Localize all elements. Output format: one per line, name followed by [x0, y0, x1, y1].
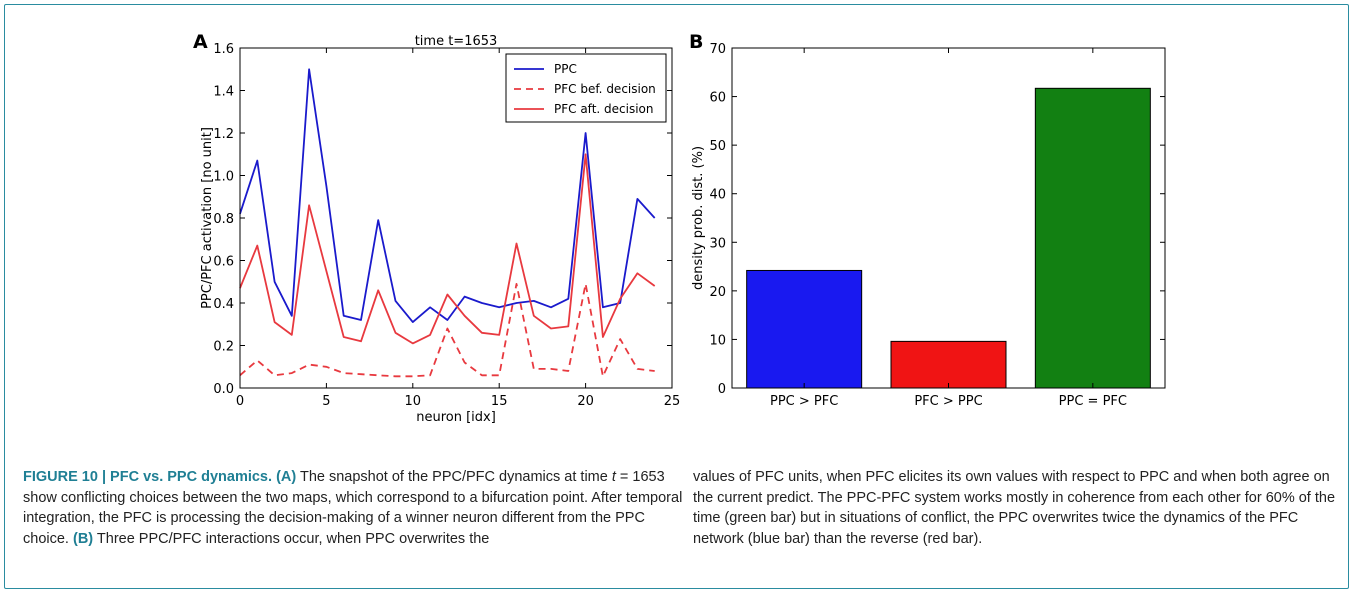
series-line-2 — [239, 153, 656, 345]
y-tick-label: 0.6 — [213, 255, 234, 270]
legend-label: PFC bef. decision — [554, 82, 656, 96]
y-tick-label: 0.0 — [213, 382, 234, 397]
x-tick-label: 25 — [664, 394, 681, 409]
y-tick-label: 30 — [709, 236, 726, 251]
y-axis-label: density prob. dist. (%) — [691, 146, 706, 290]
y-tick-label: 60 — [709, 91, 726, 106]
caption-left: FIGURE 10 | PFC vs. PPC dynamics. (A) Th… — [23, 467, 683, 549]
bar-1 — [890, 340, 1007, 389]
x-tick-label: 20 — [577, 394, 594, 409]
panel-label-b: B — [689, 31, 703, 53]
x-tick-label: 15 — [491, 394, 508, 409]
y-tick-label: 0.4 — [213, 297, 234, 312]
caption-tag-b: (B) — [72, 530, 94, 547]
x-tick-label: PPC = PFC — [1059, 394, 1127, 409]
y-tick-label: 1.6 — [213, 42, 234, 57]
x-tick-label: 5 — [322, 394, 330, 409]
y-tick-label: 1.2 — [213, 127, 234, 142]
caption-heading: FIGURE 10 | PFC vs. PPC dynamics. — [23, 469, 273, 485]
x-tick-label: PPC > PFC — [770, 394, 838, 409]
plot-frame — [731, 47, 1166, 389]
y-axis-label: PPC/PFC activation [no unit] — [200, 127, 215, 309]
caption-right: values of PFC units, when PFC elicites i… — [693, 469, 1336, 547]
y-tick-label: 0.8 — [213, 212, 234, 227]
caption-tag-a: (A) — [276, 469, 297, 485]
panel-b-bar-chart: PPC > PFC PFC > PPC PPC = PFC 0 10 20 30 40 50 60… — [691, 42, 1166, 409]
legend-box — [505, 53, 667, 123]
series-line-1 — [239, 282, 655, 378]
y-tick-label: 50 — [709, 139, 726, 154]
y-tick-label: 1.0 — [213, 170, 234, 185]
caption-t-variable: t — [611, 469, 616, 485]
legend-label: PFC aft. decision — [554, 102, 654, 116]
y-tick-label: 20 — [709, 285, 726, 300]
x-tick-label: 0 — [236, 394, 244, 409]
y-tick-label: 70 — [709, 42, 726, 57]
y-tick-label: 0.2 — [213, 340, 234, 355]
panel-label-a: A — [193, 31, 208, 53]
y-tick-label: 40 — [709, 188, 726, 203]
caption-text-3: Three PPC/PFC interactions occur, when P… — [93, 530, 490, 547]
x-tick-label: 10 — [405, 394, 422, 409]
chart-title: time t=1653 — [415, 34, 498, 49]
caption-text-2: = 1653 show conflicting choices between … — [23, 469, 683, 547]
bar-2 — [1034, 87, 1151, 389]
panel-a-line-chart: time t=1653 0 5 10 15 20 25 0.0 0.2 0.4 0.6 0.8 1.0 1… — [200, 34, 680, 425]
y-tick-label: 0 — [718, 382, 726, 397]
bar-0 — [746, 269, 863, 389]
y-tick-label: 1.4 — [213, 85, 234, 100]
caption-text-1: The snapshot of the PPC/PFC dynamics at … — [296, 469, 612, 485]
x-axis-label: neuron [idx] — [416, 410, 496, 425]
figure-canvas: A time t=1653 0 5 10 15 20 25 0.0 0.2 0.4 0.6 0.8 1.… — [193, 31, 1166, 425]
series-line-0 — [239, 68, 656, 324]
x-tick-label: PFC > PPC — [914, 394, 982, 409]
figure-frame — [4, 4, 1349, 589]
y-tick-label: 10 — [709, 333, 726, 348]
legend-label: PPC — [554, 62, 577, 76]
